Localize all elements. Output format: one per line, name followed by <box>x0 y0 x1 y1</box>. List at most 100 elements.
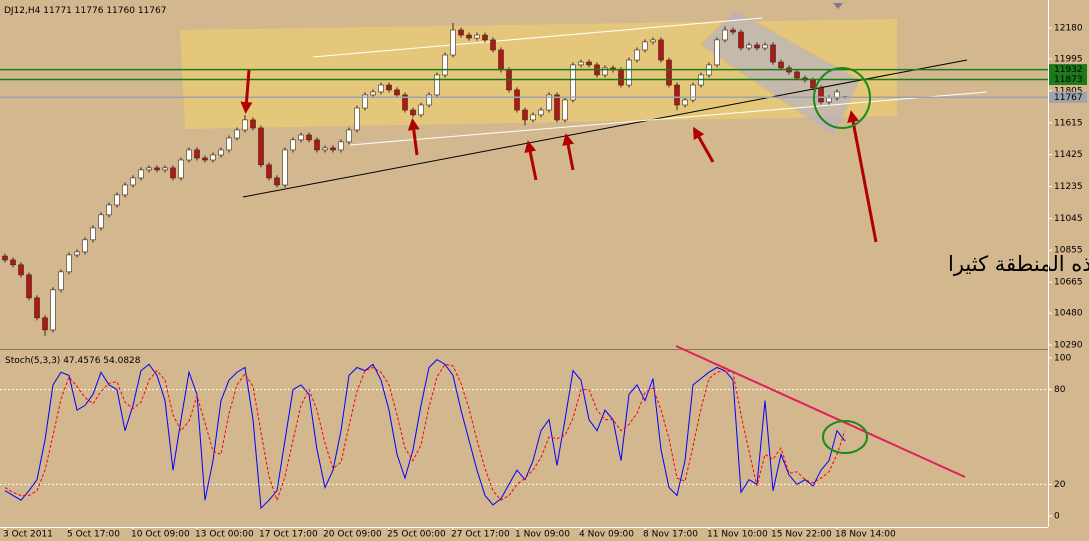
axes: 12180 11995 11805 11615 11425 11235 11045 10855… <box>3 24 1087 540</box>
y-tick-label: 11615 <box>1054 118 1083 128</box>
x-tick-label: 20 Oct 09:00 <box>323 530 382 540</box>
y-tick-label: 20 <box>1054 480 1066 490</box>
candle-body <box>602 67 608 76</box>
candle-body <box>578 61 584 66</box>
candle-body <box>818 87 824 103</box>
candle-body <box>658 39 664 61</box>
y-tick-label: 10665 <box>1054 278 1083 288</box>
arrow <box>562 133 575 171</box>
arrow <box>524 140 538 181</box>
candle-body <box>394 89 400 96</box>
y-tick-label: 80 <box>1054 385 1066 395</box>
candle-body <box>570 64 576 101</box>
candle-body <box>354 107 360 131</box>
candle-body <box>266 164 272 179</box>
candle-body <box>762 44 768 49</box>
x-tick-label: 5 Oct 17:00 <box>67 530 120 540</box>
candle-body <box>74 251 80 256</box>
arrow <box>407 118 420 156</box>
candle-body <box>66 254 72 273</box>
candles <box>0 22 1048 336</box>
y-tick-label: 10855 <box>1054 246 1083 256</box>
x-tick-label: 13 Oct 00:00 <box>195 530 254 540</box>
candle-body <box>242 119 248 131</box>
candle-body <box>130 177 136 186</box>
candle-body <box>290 139 296 151</box>
candle-body <box>754 44 760 49</box>
candle-body <box>434 74 440 96</box>
indicator-line <box>4 358 846 510</box>
candle-body <box>362 94 368 109</box>
candle-body <box>18 264 24 276</box>
candle-body <box>562 99 568 121</box>
candle-body <box>114 194 120 206</box>
price-label-box <box>1049 73 1087 85</box>
y-tick-label: 11805 <box>1054 86 1083 96</box>
price-label: 11767 <box>1054 93 1083 103</box>
candle-body <box>474 34 480 39</box>
y-tick-label: 11235 <box>1054 182 1083 192</box>
candle-body <box>82 239 88 253</box>
candle-body <box>218 149 224 156</box>
trend-line <box>349 91 988 146</box>
arrow <box>240 69 253 114</box>
annotations: لن تصمد هذه المنطقة كثيرا <box>240 3 1089 276</box>
price-label: 11873 <box>1054 75 1083 85</box>
x-tick-label: 27 Oct 17:00 <box>451 530 510 540</box>
candle-body <box>626 59 632 86</box>
candle-body <box>42 317 48 331</box>
candle-body <box>226 137 232 151</box>
candle-body <box>770 44 776 63</box>
candle-body <box>410 109 416 116</box>
y-tick-label: 11425 <box>1054 150 1083 160</box>
marker <box>833 3 843 9</box>
candle-body <box>530 114 536 121</box>
y-tick-label: 10290 <box>1054 340 1083 350</box>
candle-body <box>274 177 280 186</box>
y-tick-label: 11995 <box>1054 55 1083 65</box>
candle-body <box>178 159 184 179</box>
candle-body <box>154 167 160 171</box>
candle-body <box>618 69 624 86</box>
candle-body <box>682 99 688 106</box>
candle-body <box>322 147 328 151</box>
x-tick-label: 25 Oct 00:00 <box>387 530 446 540</box>
candle-body <box>826 97 832 103</box>
trend-line <box>242 59 968 198</box>
candle-body <box>58 271 64 291</box>
indicator-header: Stoch(5,3,3) 47.4576 54.0828 <box>5 356 141 366</box>
candle-body <box>418 104 424 116</box>
symbol-header: DJ12,H4 11771 11776 11760 11767 <box>4 6 166 16</box>
candle-body <box>674 84 680 106</box>
candle-body <box>738 31 744 49</box>
candle-body <box>50 289 56 331</box>
x-tick-label: 15 Nov 22:00 <box>771 530 832 540</box>
candle-body <box>522 109 528 121</box>
highlight-circle <box>822 420 868 454</box>
candle-body <box>122 184 128 196</box>
candle-body <box>370 91 376 96</box>
candle-body <box>586 61 592 66</box>
trend-line <box>675 345 966 478</box>
candle-body <box>138 169 144 179</box>
candle-body <box>250 119 256 129</box>
candle-body <box>378 84 384 93</box>
candle-body <box>298 134 304 141</box>
candle-body <box>730 29 736 33</box>
candle-body <box>146 167 152 171</box>
price-label-box <box>1049 64 1087 76</box>
candle-body <box>458 29 464 36</box>
candle-body <box>10 259 16 266</box>
stochastic <box>0 358 1048 510</box>
y-tick-label: 10480 <box>1054 309 1083 319</box>
price-label: 11932 <box>1054 65 1083 75</box>
candle-body <box>794 71 800 79</box>
candle-body <box>546 94 552 111</box>
x-tick-label: 11 Nov 10:00 <box>707 530 768 540</box>
candle-body <box>514 89 520 111</box>
arrow <box>693 126 715 163</box>
candle-body <box>666 59 672 86</box>
candle-body <box>442 54 448 76</box>
x-tick-label: 17 Oct 17:00 <box>259 530 318 540</box>
candle-body <box>450 29 456 56</box>
